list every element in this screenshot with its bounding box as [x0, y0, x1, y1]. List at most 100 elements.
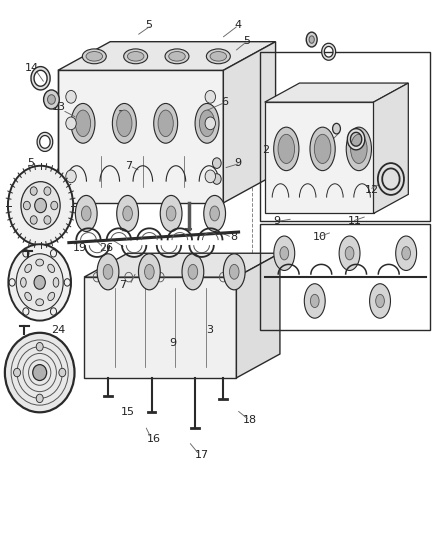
Circle shape [51, 201, 58, 210]
Ellipse shape [314, 134, 331, 164]
Text: 13: 13 [51, 102, 65, 112]
Text: 5: 5 [350, 153, 357, 163]
Polygon shape [58, 70, 223, 203]
Ellipse shape [75, 196, 97, 231]
Ellipse shape [25, 292, 32, 301]
Ellipse shape [75, 110, 91, 136]
Text: 6: 6 [221, 97, 228, 107]
Ellipse shape [117, 196, 138, 231]
Ellipse shape [350, 134, 367, 164]
Ellipse shape [53, 278, 59, 287]
Circle shape [66, 170, 76, 183]
Bar [260, 52, 430, 221]
Circle shape [44, 216, 51, 224]
Ellipse shape [306, 32, 317, 47]
Text: 7: 7 [119, 280, 126, 290]
Circle shape [16, 254, 63, 311]
Ellipse shape [210, 206, 219, 221]
Ellipse shape [82, 49, 106, 64]
Circle shape [30, 216, 37, 224]
Ellipse shape [195, 103, 219, 143]
Ellipse shape [199, 110, 215, 136]
Ellipse shape [304, 284, 325, 318]
Circle shape [34, 276, 45, 289]
Ellipse shape [48, 292, 55, 301]
Ellipse shape [97, 254, 119, 290]
Ellipse shape [138, 254, 160, 290]
Ellipse shape [188, 264, 198, 279]
Circle shape [205, 170, 215, 183]
Ellipse shape [309, 36, 314, 43]
Ellipse shape [123, 206, 132, 221]
Polygon shape [58, 42, 276, 70]
Circle shape [21, 182, 60, 229]
Circle shape [205, 117, 215, 130]
Circle shape [8, 244, 71, 320]
Ellipse shape [158, 110, 173, 136]
Text: 18: 18 [243, 415, 257, 425]
Ellipse shape [25, 264, 32, 272]
Ellipse shape [166, 206, 176, 221]
Ellipse shape [396, 236, 417, 270]
Text: 17: 17 [195, 450, 209, 460]
Text: 22: 22 [51, 285, 66, 295]
Text: 2: 2 [117, 110, 124, 120]
Text: 4: 4 [325, 137, 333, 147]
Text: 5: 5 [145, 20, 152, 30]
Text: 9: 9 [273, 216, 280, 227]
Text: 24: 24 [51, 325, 66, 335]
Ellipse shape [206, 49, 230, 64]
Text: 21: 21 [14, 222, 28, 232]
Circle shape [212, 158, 221, 168]
Circle shape [44, 187, 51, 195]
Circle shape [212, 174, 221, 184]
Ellipse shape [71, 103, 95, 143]
Ellipse shape [86, 52, 102, 61]
Ellipse shape [165, 49, 189, 64]
Ellipse shape [5, 333, 74, 413]
Ellipse shape [48, 264, 55, 272]
Ellipse shape [36, 259, 44, 266]
Circle shape [59, 368, 66, 377]
Circle shape [30, 187, 37, 195]
Ellipse shape [182, 254, 204, 290]
Ellipse shape [154, 103, 178, 143]
Text: 8: 8 [230, 232, 237, 243]
Ellipse shape [402, 247, 410, 260]
Circle shape [36, 394, 43, 402]
Text: 14: 14 [25, 63, 39, 72]
Text: 11: 11 [347, 216, 361, 227]
Ellipse shape [145, 264, 154, 279]
Text: 12: 12 [365, 184, 379, 195]
Text: 15: 15 [121, 407, 135, 417]
Ellipse shape [160, 196, 182, 231]
Circle shape [23, 201, 30, 210]
Text: 6: 6 [39, 222, 46, 232]
Polygon shape [265, 83, 408, 102]
Text: 19: 19 [73, 243, 87, 253]
Circle shape [8, 166, 73, 245]
Ellipse shape [113, 103, 136, 143]
Text: 3: 3 [206, 325, 213, 335]
Text: 10: 10 [313, 232, 327, 243]
Text: 9: 9 [234, 158, 241, 168]
Ellipse shape [278, 134, 295, 164]
Ellipse shape [210, 52, 226, 61]
Polygon shape [374, 83, 408, 214]
Ellipse shape [21, 278, 26, 287]
Text: 16: 16 [147, 434, 161, 444]
Ellipse shape [376, 294, 385, 308]
Ellipse shape [230, 264, 239, 279]
Text: 5: 5 [28, 158, 35, 168]
Polygon shape [265, 102, 374, 214]
Ellipse shape [127, 52, 144, 61]
Text: 5: 5 [243, 36, 250, 46]
Text: 7: 7 [125, 161, 133, 171]
Ellipse shape [117, 110, 132, 136]
Text: 9: 9 [169, 338, 176, 349]
Ellipse shape [346, 127, 371, 171]
Circle shape [36, 343, 43, 351]
Circle shape [47, 95, 55, 104]
Ellipse shape [274, 236, 295, 270]
Ellipse shape [311, 294, 319, 308]
